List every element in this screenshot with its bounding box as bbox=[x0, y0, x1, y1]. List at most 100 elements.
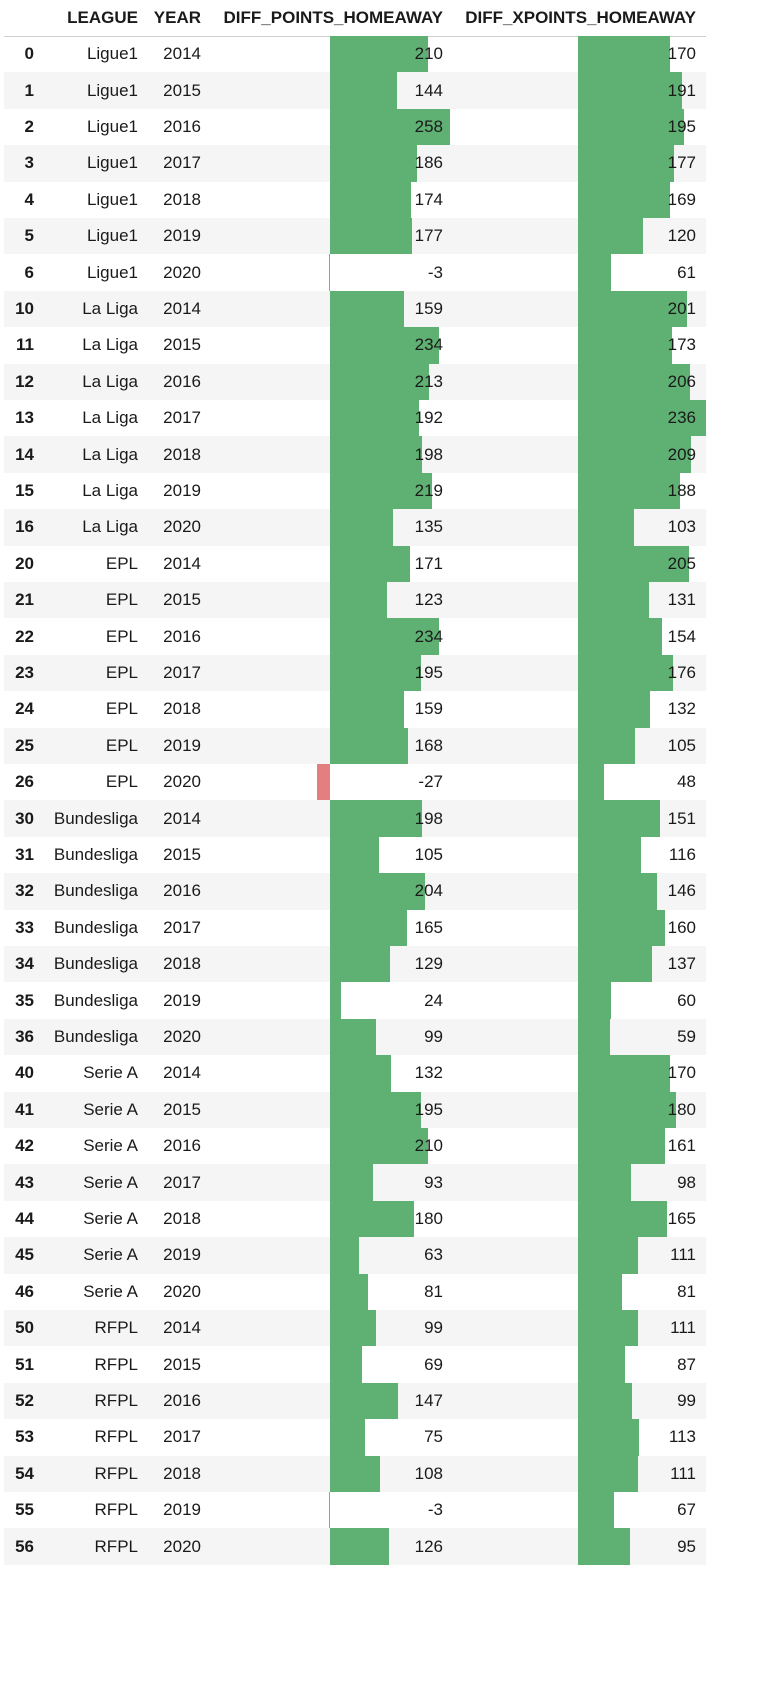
diff-points-cell: 258 bbox=[330, 109, 443, 145]
row-index: 21 bbox=[15, 590, 34, 610]
diff-points-value: 108 bbox=[414, 1463, 443, 1483]
diff-points-value: 159 bbox=[414, 298, 443, 318]
diff-points-value: 75 bbox=[424, 1427, 443, 1447]
diff-points-cell: 126 bbox=[330, 1528, 443, 1564]
diff-points-value: -27 bbox=[418, 772, 443, 792]
diff-xpoints-value: 99 bbox=[677, 1390, 696, 1410]
year-cell: 2019 bbox=[163, 480, 201, 500]
year-cell: 2017 bbox=[163, 917, 201, 937]
league-cell: Ligue1 bbox=[86, 153, 138, 173]
year-cell: 2019 bbox=[163, 735, 201, 755]
diff-points-value: 210 bbox=[414, 1136, 443, 1156]
table-row: 10 La Liga 2014 159 201 bbox=[4, 290, 706, 328]
diff-points-bar bbox=[330, 1128, 428, 1165]
diff-xpoints-bar bbox=[578, 618, 662, 655]
diff-xpoints-value: 177 bbox=[667, 153, 696, 173]
diff-xpoints-cell: 48 bbox=[578, 764, 696, 800]
row-index: 46 bbox=[15, 1281, 34, 1301]
row-index: 36 bbox=[15, 1026, 34, 1046]
table-row: 34 Bundesliga 2018 129 137 bbox=[4, 946, 706, 983]
year-cell: 2015 bbox=[163, 844, 201, 864]
year-cell: 2018 bbox=[163, 189, 201, 209]
diff-xpoints-value: 169 bbox=[667, 189, 696, 209]
year-cell: 2015 bbox=[163, 1354, 201, 1374]
diff-xpoints-value: 61 bbox=[677, 262, 696, 282]
diff-points-value: 210 bbox=[414, 44, 443, 64]
diff-points-bar bbox=[330, 618, 439, 655]
diff-points-bar bbox=[330, 1419, 365, 1456]
diff-points-value: 186 bbox=[414, 153, 443, 173]
diff-xpoints-bar bbox=[578, 327, 672, 364]
diff-points-bar bbox=[330, 363, 430, 400]
league-cell: La Liga bbox=[82, 335, 138, 355]
diff-points-bar bbox=[330, 72, 397, 109]
diff-points-value: 219 bbox=[414, 480, 443, 500]
league-cell: RFPL bbox=[94, 1354, 138, 1374]
diff-xpoints-value: 160 bbox=[667, 917, 696, 937]
year-cell: 2015 bbox=[163, 80, 201, 100]
row-index: 12 bbox=[15, 371, 34, 391]
diff-xpoints-cell: 111 bbox=[578, 1310, 696, 1346]
diff-xpoints-bar bbox=[578, 218, 644, 255]
diff-xpoints-cell: 61 bbox=[578, 254, 696, 290]
table-row: 26 EPL 2020 -27 48 bbox=[4, 764, 706, 801]
year-cell: 2018 bbox=[163, 1463, 201, 1483]
league-cell: Bundesliga bbox=[53, 1026, 138, 1046]
league-cell: Ligue1 bbox=[86, 226, 138, 246]
year-cell: 2014 bbox=[163, 298, 201, 318]
diff-xpoints-cell: 95 bbox=[578, 1528, 696, 1564]
diff-xpoints-bar bbox=[578, 1492, 615, 1529]
diff-xpoints-bar bbox=[578, 254, 612, 291]
diff-xpoints-value: 180 bbox=[667, 1099, 696, 1119]
diff-points-bar bbox=[330, 836, 379, 874]
diff-points-value: 135 bbox=[414, 517, 443, 537]
diff-points-value: 198 bbox=[414, 444, 443, 464]
table-row: 42 Serie A 2016 210 161 bbox=[4, 1128, 706, 1165]
table-row: 56 RFPL 2020 126 95 bbox=[4, 1528, 706, 1565]
diff-xpoints-cell: 60 bbox=[578, 982, 696, 1018]
diff-xpoints-value: 205 bbox=[667, 553, 696, 573]
diff-xpoints-cell: 67 bbox=[578, 1492, 696, 1528]
diff-xpoints-bar bbox=[578, 1419, 640, 1456]
row-index: 41 bbox=[15, 1099, 34, 1119]
diff-points-value: 213 bbox=[414, 371, 443, 391]
diff-xpoints-value: 188 bbox=[667, 480, 696, 500]
diff-points-bar bbox=[330, 1528, 389, 1565]
league-cell: RFPL bbox=[94, 1390, 138, 1410]
diff-points-cell: 180 bbox=[330, 1201, 443, 1237]
league-cell: RFPL bbox=[94, 1318, 138, 1338]
table-row: 24 EPL 2018 159 132 bbox=[4, 691, 706, 728]
year-cell: 2018 bbox=[163, 1208, 201, 1228]
diff-points-cell: 234 bbox=[330, 327, 443, 363]
diff-points-value: -3 bbox=[427, 262, 443, 282]
year-cell: 2014 bbox=[163, 1063, 201, 1083]
diff-xpoints-cell: 98 bbox=[578, 1164, 696, 1200]
row-index: 56 bbox=[15, 1536, 34, 1556]
table-row: 53 RFPL 2017 75 113 bbox=[4, 1419, 706, 1456]
diff-xpoints-bar bbox=[578, 1164, 632, 1201]
row-index: 42 bbox=[15, 1136, 34, 1156]
diff-xpoints-bar bbox=[578, 36, 671, 73]
diff-points-value: 99 bbox=[424, 1026, 443, 1046]
year-cell: 2016 bbox=[163, 626, 201, 646]
year-cell: 2020 bbox=[163, 262, 201, 282]
row-index: 23 bbox=[15, 662, 34, 682]
diff-points-bar bbox=[330, 654, 421, 692]
table-row: 15 La Liga 2019 219 188 bbox=[4, 472, 706, 510]
diff-xpoints-cell: 191 bbox=[578, 72, 696, 108]
diff-points-cell: -27 bbox=[330, 764, 443, 800]
diff-points-value: 234 bbox=[414, 626, 443, 646]
year-cell: 2019 bbox=[163, 990, 201, 1010]
header-diff-points: DIFF_POINTS_HOMEAWAY bbox=[223, 8, 443, 27]
diff-points-bar bbox=[330, 691, 404, 728]
diff-xpoints-bar bbox=[578, 145, 674, 182]
diff-points-value: 195 bbox=[414, 662, 443, 682]
diff-points-value: 63 bbox=[424, 1245, 443, 1265]
diff-points-value: 99 bbox=[424, 1318, 443, 1338]
diff-points-bar bbox=[330, 1091, 421, 1128]
league-cell: Serie A bbox=[83, 1208, 138, 1228]
league-cell: EPL bbox=[105, 626, 138, 646]
league-cell: Bundesliga bbox=[53, 844, 138, 864]
diff-points-cell: 192 bbox=[330, 400, 443, 436]
diff-xpoints-bar bbox=[578, 836, 641, 874]
